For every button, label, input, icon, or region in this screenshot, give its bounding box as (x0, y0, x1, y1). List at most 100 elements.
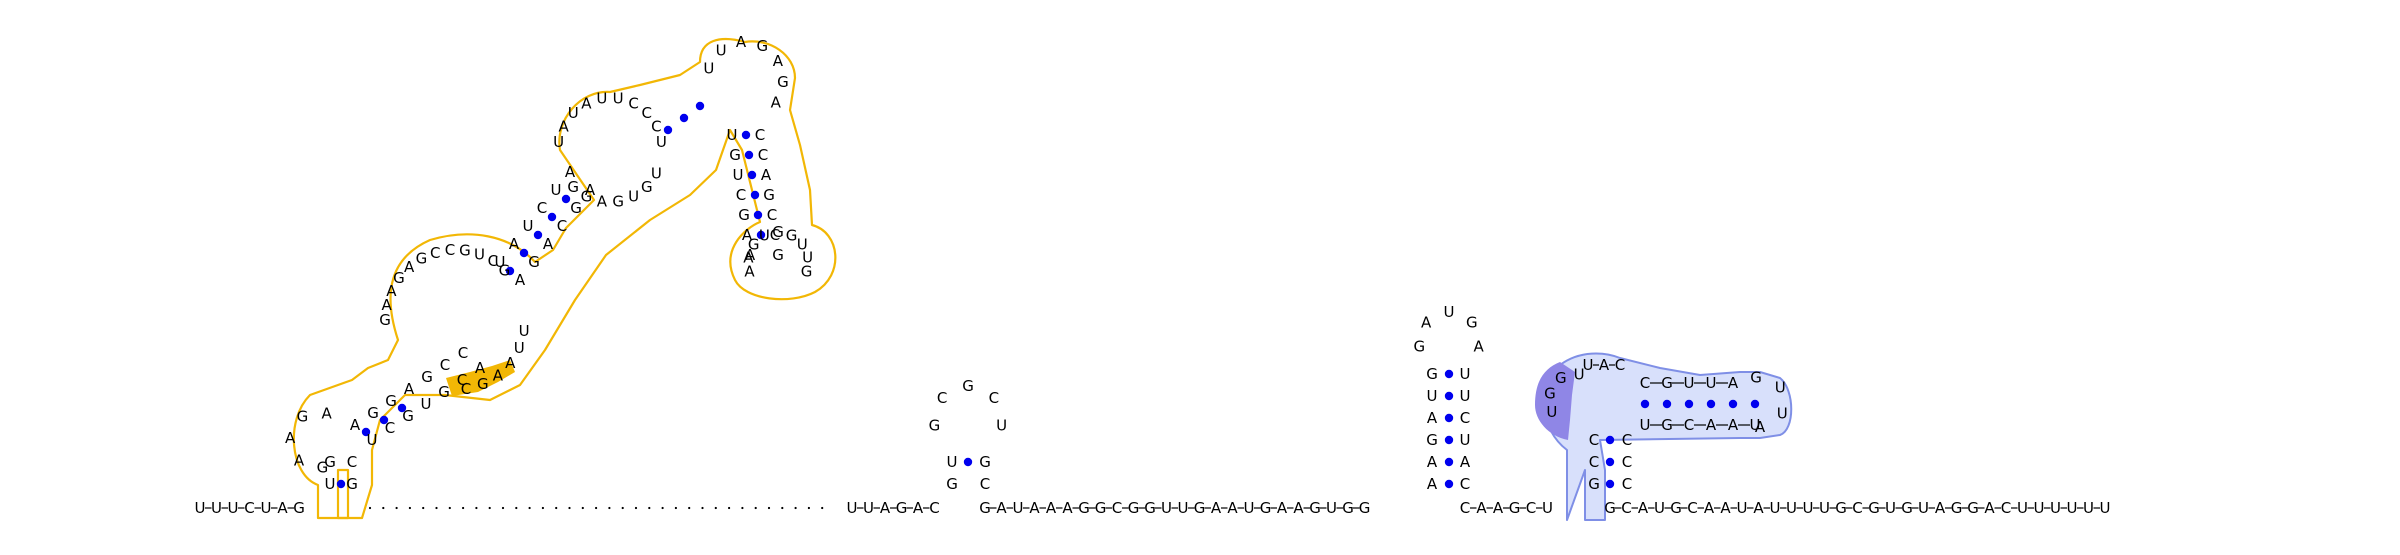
big-loop-left: G (297, 408, 309, 426)
unpaired-gap-dot (714, 506, 717, 510)
pk-loop: U (1775, 378, 1786, 396)
base-pair-dot (695, 101, 705, 111)
strand-nt-right: G (1095, 499, 1107, 517)
big-loop-left: A (322, 404, 333, 422)
big-right-col-a: U (727, 126, 738, 144)
big-ladder-a: A (404, 380, 415, 398)
highlight-blue-region (1535, 352, 1793, 521)
strand-nt-tail: A (1935, 499, 1946, 517)
strand-nt-tail: U (1654, 499, 1665, 517)
hairpin-tall-left: G (1426, 431, 1438, 449)
strand-nt-tail: U (1918, 499, 1929, 517)
base-pair-dot (1684, 399, 1694, 409)
hairpin-tall-loop: A (1421, 314, 1432, 332)
hairpin-small-loop: U (996, 416, 1007, 434)
big-ladder-a: C (440, 356, 450, 374)
big-right-col-a: G (729, 146, 741, 164)
big-ladder-b: U (421, 395, 432, 413)
base-pair-dot (547, 212, 557, 222)
big-diag-a: C (537, 199, 547, 217)
unpaired-gap-dot (781, 506, 784, 510)
big-loop-top: A (771, 93, 782, 111)
strand-nt-mid: A (880, 499, 891, 517)
highlight-yellow-fill (446, 360, 515, 396)
strand-nt-right: G (1342, 499, 1354, 517)
unpaired-gap-dot (515, 506, 518, 510)
pk-left-inner: C (1589, 453, 1599, 471)
big-loop-bottom-right: A (744, 262, 755, 280)
base-pair-dot (679, 113, 689, 123)
hairpin-small-loop: C (937, 389, 947, 407)
big-stem-right: G (346, 475, 358, 493)
pk-loop: A (1755, 418, 1766, 436)
base-pair-dot (1444, 391, 1454, 401)
base-pair-dot (379, 415, 389, 425)
big-loop-large: A (381, 296, 392, 314)
big-ladder-a: A (350, 416, 361, 434)
pk-top-prefix: C (1615, 356, 1625, 374)
big-loop-top: G (777, 73, 789, 91)
unpaired-gap-dot (422, 506, 425, 510)
strand-nt-tail: U (1803, 499, 1814, 517)
pk-left-outer: U (1574, 365, 1585, 383)
big-diag-a: A (565, 163, 576, 181)
big-ladder-b: U (367, 431, 378, 449)
strand-nt-mid2: U (1542, 499, 1553, 517)
strand-nt-tail: C (1621, 499, 1631, 517)
strand-nt-tail: U (1786, 499, 1797, 517)
unpaired-gap-dot (595, 506, 598, 510)
hairpin-tall-left: U (1427, 387, 1438, 405)
hairpin-tall-left: A (1427, 409, 1438, 427)
big-loop-top: U (703, 59, 714, 77)
base-pair-dot (747, 170, 757, 180)
strand-nt-tail: C (2001, 499, 2011, 517)
unpaired-gap-dot (767, 506, 771, 510)
base-pair-dot (963, 457, 973, 467)
big-diag-a: U (523, 217, 534, 235)
strand-nt-tail: U (2100, 499, 2111, 517)
unpaired-gap-dot (821, 506, 824, 510)
strand-nt-tail: U (2083, 499, 2094, 517)
hairpin-tall-loop: U (1444, 303, 1455, 321)
hairpin-small-loop: G (962, 377, 974, 395)
pk-left-inner: C (1589, 431, 1599, 449)
big-right-col-b: C (770, 226, 780, 244)
big-loop-bottom-right: G (772, 223, 784, 241)
big-loop-large: C (430, 244, 440, 262)
pk-top-row: U (1706, 374, 1717, 392)
strand-nt-tail: U (1737, 499, 1748, 517)
big-ladder-b: G (402, 407, 414, 425)
strand-nt-tail: G (1868, 499, 1880, 517)
unpaired-gap-dot (634, 506, 638, 510)
pk-top-row: A (1728, 374, 1739, 392)
base-pair-dot (519, 248, 529, 258)
big-loop-upper: C (642, 104, 652, 122)
strand-nt-mid: A (913, 499, 924, 517)
big-loop-bottom-right: U (797, 235, 808, 253)
pk-left-inner: G (1588, 475, 1600, 493)
base-pair-dot (533, 230, 543, 240)
hairpin-tall-left: A (1427, 475, 1438, 493)
hairpin-small-loop: G (929, 416, 941, 434)
strand-nt-mid2: A (1476, 499, 1487, 517)
strand-nt-right: G (1359, 499, 1371, 517)
big-diag-b: G (570, 199, 582, 217)
big-loop-bottom-right: U (802, 248, 813, 266)
strand-nt-mid: C (929, 499, 939, 517)
base-pair-dot (1605, 435, 1615, 445)
strand-nt-right: A (1227, 499, 1238, 517)
pk-top-row: C (1640, 374, 1650, 392)
big-loop-top: U (716, 41, 727, 59)
strand-nt-left: C (244, 499, 254, 517)
unpaired-gap-dot (621, 506, 624, 510)
big-diag-a: U (551, 181, 562, 199)
unpaired-gap-dot (501, 506, 505, 510)
strand-nt-right: A (1046, 499, 1057, 517)
pk-left-outer: G (1555, 369, 1567, 387)
hairpin-small-left: G (946, 475, 958, 493)
strand-nt-left: U (195, 499, 206, 517)
base-pair-dot (505, 266, 515, 276)
base-pair-dot (1728, 399, 1738, 409)
base-pair-layer (336, 101, 1760, 489)
strand-nt-right: U (1178, 499, 1189, 517)
